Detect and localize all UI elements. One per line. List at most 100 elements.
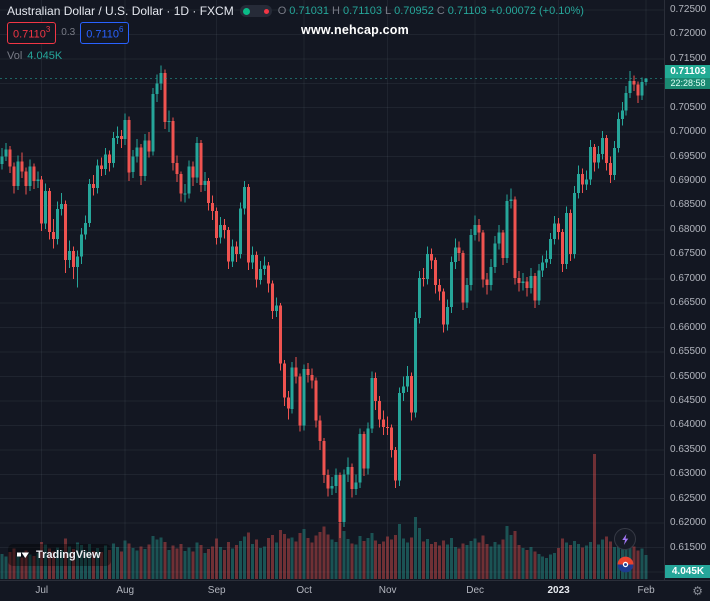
- candlestick: [513, 196, 517, 285]
- candlestick: [425, 246, 429, 285]
- candlestick-chart[interactable]: [0, 0, 664, 580]
- candlestick: [131, 149, 135, 179]
- candlestick: [437, 278, 441, 301]
- candlestick: [274, 297, 278, 317]
- candlestick: [600, 131, 604, 160]
- candlestick: [628, 71, 632, 98]
- price-axis-label: 0.66500: [670, 297, 707, 309]
- candlestick: [477, 219, 481, 242]
- settings-gear-icon[interactable]: ⚙: [692, 584, 703, 598]
- site-logo-button[interactable]: [615, 554, 635, 574]
- candlestick: [139, 143, 143, 185]
- candlestick: [155, 74, 159, 102]
- candlestick: [608, 156, 612, 183]
- sell-button[interactable]: 0.71103: [7, 22, 57, 44]
- candlestick: [414, 312, 417, 418]
- price-axis-label: 0.68000: [670, 223, 707, 235]
- candlestick: [406, 365, 409, 393]
- candlestick: [314, 377, 318, 428]
- market-status-toggle[interactable]: [239, 5, 272, 17]
- chart-pane[interactable]: Australian Dollar / U.S. Dollar · 1D · F…: [0, 0, 664, 580]
- candlestick: [255, 251, 258, 288]
- price-axis-label: 0.67500: [670, 248, 707, 260]
- candlestick: [330, 477, 334, 495]
- candlestick: [290, 361, 294, 414]
- candlestick: [143, 134, 147, 181]
- candlestick: [310, 368, 314, 389]
- candlestick: [266, 262, 270, 293]
- candlestick: [541, 255, 545, 277]
- candlestick: [298, 373, 302, 432]
- candlestick: [549, 232, 553, 265]
- candlestick: [577, 165, 580, 199]
- candlestick: [103, 147, 107, 176]
- candlestick: [80, 228, 83, 265]
- candlestick: [286, 391, 290, 420]
- watermark-url: www.nehcap.com: [301, 23, 409, 37]
- candlestick: [441, 288, 445, 333]
- candlestick: [581, 168, 584, 193]
- candlestick: [262, 256, 266, 275]
- price-axis-label: 0.71500: [670, 52, 707, 64]
- candlestick: [36, 171, 40, 188]
- boost-button[interactable]: [614, 528, 636, 550]
- candlestick: [429, 248, 433, 269]
- ohlc-high-label: H: [332, 5, 340, 17]
- candlestick: [374, 372, 378, 410]
- candlestick: [334, 468, 338, 493]
- candlestick: [251, 246, 254, 269]
- candlestick: [243, 181, 246, 215]
- price-axis-label: 0.69000: [670, 175, 707, 187]
- candlestick: [398, 387, 402, 486]
- candlestick: [342, 469, 346, 527]
- candlestick: [32, 163, 36, 189]
- candlestick: [0, 147, 4, 170]
- candlestick: [636, 81, 640, 103]
- ohlc-high-value: 0.71103: [343, 5, 382, 17]
- candlestick: [306, 362, 310, 383]
- price-axis[interactable]: 0.71103 22:28:58 4.045K 0.72500 0.72000 0.…: [664, 0, 710, 580]
- candlestick: [227, 227, 231, 269]
- candlestick: [60, 192, 64, 216]
- symbol-title[interactable]: Australian Dollar / U.S. Dollar · 1D · F…: [7, 4, 234, 18]
- price-axis-label: 0.61500: [670, 541, 707, 553]
- candlestick: [585, 170, 588, 190]
- floating-buttons: [614, 528, 636, 574]
- candlestick: [195, 137, 199, 183]
- candlestick: [370, 371, 374, 434]
- tradingview-logo[interactable]: TradingView: [8, 544, 111, 566]
- candlestick: [473, 215, 477, 241]
- candlestick: [358, 428, 362, 488]
- candlestick: [56, 201, 60, 245]
- candlestick: [592, 143, 596, 172]
- buy-button[interactable]: 0.71106: [80, 22, 130, 44]
- candlestick: [620, 101, 624, 126]
- time-axis[interactable]: ⚙ Jul Aug Sep Oct Nov Dec 2023 Feb: [0, 580, 710, 601]
- candlestick: [501, 229, 505, 266]
- time-axis-label: 2023: [547, 585, 570, 596]
- status-dot-red-icon: [263, 8, 269, 14]
- candlestick: [326, 469, 330, 497]
- time-axis-label: Dec: [466, 585, 485, 596]
- last-price-value: 0.71103: [665, 65, 710, 79]
- candlestick: [84, 215, 87, 240]
- candlestick: [346, 457, 350, 483]
- candlestick: [187, 160, 191, 199]
- candlestick: [350, 463, 354, 498]
- price-axis-label: 0.72000: [670, 28, 707, 40]
- candlestick: [565, 206, 569, 269]
- candlestick: [40, 176, 44, 231]
- candlestick: [449, 256, 453, 313]
- candlestick: [318, 415, 322, 450]
- candlestick: [20, 152, 24, 179]
- ohlc-low-label: L: [384, 5, 392, 17]
- candlestick: [64, 200, 68, 273]
- candlestick: [421, 268, 425, 287]
- candlestick: [270, 280, 274, 319]
- candlestick: [338, 472, 342, 538]
- lightning-icon: [621, 533, 628, 545]
- candlestick: [278, 303, 282, 371]
- candlestick: [521, 272, 525, 291]
- candlestick: [191, 161, 195, 186]
